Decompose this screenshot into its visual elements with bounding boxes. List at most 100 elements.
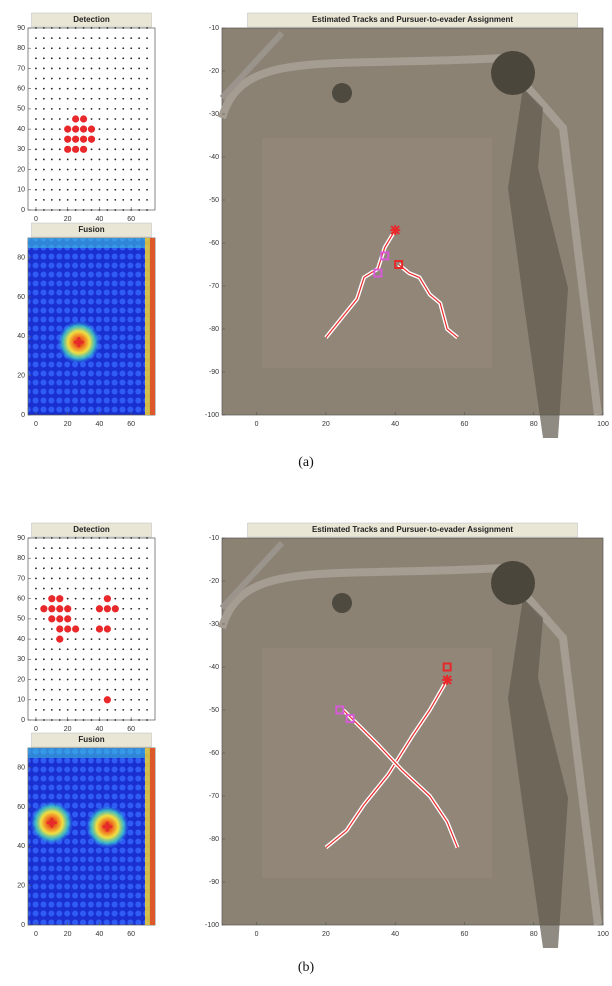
detection xyxy=(56,605,63,612)
detection xyxy=(88,136,95,143)
sensor-dot xyxy=(99,588,101,590)
sensor-dot xyxy=(99,179,101,181)
sensor-dot xyxy=(106,658,108,660)
sensor-dot xyxy=(75,719,77,721)
sensor-dot xyxy=(51,98,53,100)
sensor-dot xyxy=(51,567,53,569)
sensor-dot xyxy=(106,189,108,191)
sensor-dot xyxy=(146,567,148,569)
sensor-dot xyxy=(130,118,132,120)
sensor-dot xyxy=(59,37,61,39)
sensor-dot xyxy=(106,108,108,110)
sensor-dot xyxy=(83,618,85,620)
caption: (a) xyxy=(298,455,314,470)
sensor-dot xyxy=(75,189,77,191)
sensor-dot xyxy=(59,47,61,49)
sensor-dot xyxy=(122,648,124,650)
y-tick-label: 80 xyxy=(17,255,25,262)
sensor-dot xyxy=(67,699,69,701)
sensor-dot xyxy=(138,138,140,140)
sensor-dot xyxy=(75,658,77,660)
sensor-dot xyxy=(106,709,108,711)
sensor-dot xyxy=(114,557,116,559)
sensor-dot xyxy=(75,709,77,711)
sensor-dot xyxy=(130,537,132,539)
detection xyxy=(64,126,71,133)
sensor-dot xyxy=(83,27,85,29)
y-tick-label: 30 xyxy=(17,656,25,663)
sensor-dot xyxy=(146,547,148,549)
detection xyxy=(112,605,119,612)
detection xyxy=(80,146,87,153)
sensor-dot xyxy=(130,47,132,49)
sensor-dot xyxy=(51,689,53,691)
sensor-dot xyxy=(59,199,61,201)
sensor-dot xyxy=(83,189,85,191)
sensor-dot xyxy=(146,598,148,600)
y-tick-label: 0 xyxy=(21,922,25,929)
sensor-dot xyxy=(59,88,61,90)
y-tick-label: 60 xyxy=(17,804,25,811)
sensor-dot xyxy=(138,37,140,39)
sensor-dot xyxy=(146,719,148,721)
sensor-dot xyxy=(59,557,61,559)
sensor-dot xyxy=(91,547,93,549)
sensor-dot xyxy=(99,88,101,90)
sensor-dot xyxy=(146,209,148,211)
x-tick-label: 0 xyxy=(34,726,38,733)
detection xyxy=(96,605,103,612)
sensor-dot xyxy=(146,57,148,59)
sensor-dot xyxy=(114,567,116,569)
sensor-dot xyxy=(146,179,148,181)
sensor-dot xyxy=(91,78,93,80)
sensor-dot xyxy=(83,108,85,110)
sensor-dot xyxy=(83,37,85,39)
sensor-dot xyxy=(99,68,101,70)
sensor-dot xyxy=(99,138,101,140)
sensor-dot xyxy=(83,98,85,100)
sensor-dot xyxy=(35,699,37,701)
sensor-dot xyxy=(130,567,132,569)
sensor-dot xyxy=(114,57,116,59)
sensor-dot xyxy=(106,199,108,201)
sensor-dot xyxy=(43,537,45,539)
x-tick-label: 80 xyxy=(530,421,538,428)
y-tick-label: 20 xyxy=(17,883,25,890)
sensor-dot xyxy=(43,57,45,59)
sensor-dot xyxy=(146,628,148,630)
sensor-dot xyxy=(114,169,116,171)
y-tick-label: -90 xyxy=(209,369,219,376)
sensor-dot xyxy=(43,648,45,650)
sensor-dot xyxy=(51,537,53,539)
sensor-dot xyxy=(99,169,101,171)
sensor-dot xyxy=(67,98,69,100)
sensor-dot xyxy=(75,159,77,161)
sensor-dot xyxy=(114,27,116,29)
sensor-dot xyxy=(75,47,77,49)
detection xyxy=(64,146,71,153)
sensor-dot xyxy=(130,588,132,590)
sensor-dot xyxy=(43,209,45,211)
sensor-dot xyxy=(59,118,61,120)
sensor-dot xyxy=(43,27,45,29)
sensor-dot xyxy=(146,679,148,681)
sensor-dot xyxy=(138,669,140,671)
detection xyxy=(64,615,71,622)
sensor-dot xyxy=(75,179,77,181)
sensor-dot xyxy=(43,169,45,171)
y-tick-label: -40 xyxy=(209,664,219,671)
sensor-dot xyxy=(122,628,124,630)
sensor-dot xyxy=(106,159,108,161)
sensor-dot xyxy=(130,179,132,181)
sensor-dot xyxy=(35,47,37,49)
y-tick-label: 80 xyxy=(17,765,25,772)
figure: (a) (b) Detection01020304050607080900204… xyxy=(0,0,612,981)
sensor-dot xyxy=(35,578,37,580)
sensor-dot xyxy=(43,108,45,110)
sensor-dot xyxy=(114,618,116,620)
sensor-dot xyxy=(122,199,124,201)
sensor-dot xyxy=(59,658,61,660)
sensor-dot xyxy=(67,638,69,640)
sensor-dot xyxy=(51,669,53,671)
sensor-dot xyxy=(138,78,140,80)
